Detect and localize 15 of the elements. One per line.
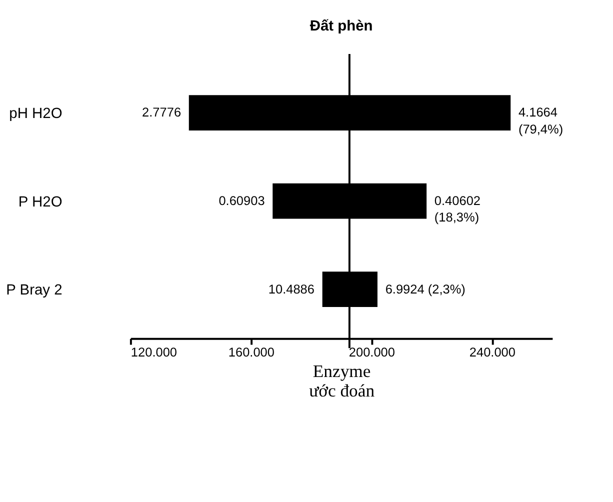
annotation: 6.9924 (2,3%) — [385, 281, 466, 296]
y-tick-label: P Bray 2 — [6, 282, 62, 299]
x-tick-label: 240.000 — [469, 344, 516, 360]
chart-title: Đất phèn — [310, 18, 373, 34]
x-tick-label: 160.000 — [228, 344, 274, 360]
annotation: 4.1664 (79,4%) — [518, 104, 564, 136]
x-axis-title: Enzyme ước đoán — [309, 361, 375, 401]
annotation: 0.60903 — [218, 192, 265, 208]
x-tick-label: 120.000 — [130, 344, 178, 360]
annotation: 10.4886 — [268, 281, 314, 296]
annotation: 2.7776 — [142, 104, 182, 120]
y-tick-label: P H2O — [18, 194, 62, 210]
y-tick-label: pH H2O — [9, 106, 62, 122]
annotation: 0.40602 (18,3%) — [434, 192, 481, 225]
x-tick-label: 200.000 — [348, 344, 395, 360]
